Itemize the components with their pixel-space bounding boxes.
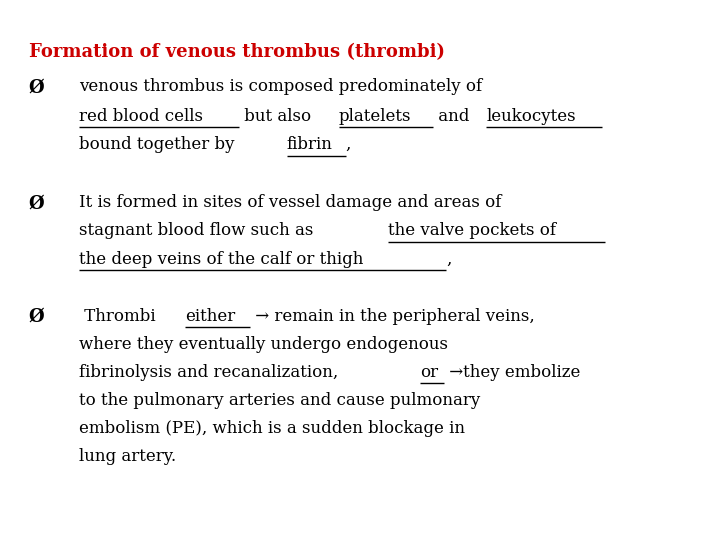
Text: but also: but also — [239, 108, 317, 125]
Text: embolism (PE), which is a sudden blockage in: embolism (PE), which is a sudden blockag… — [79, 420, 465, 437]
Text: the deep veins of the calf or thigh: the deep veins of the calf or thigh — [79, 251, 364, 267]
Text: Ø: Ø — [29, 78, 45, 96]
Text: It is formed in sites of vessel damage and areas of: It is formed in sites of vessel damage a… — [79, 194, 502, 211]
Text: either: either — [185, 308, 235, 325]
Text: ,: , — [446, 251, 451, 267]
Text: Ø: Ø — [29, 308, 45, 326]
Text: stagnant blood flow such as: stagnant blood flow such as — [79, 222, 319, 239]
Text: Formation of venous thrombus (thrombi): Formation of venous thrombus (thrombi) — [29, 43, 445, 61]
Text: and: and — [433, 108, 474, 125]
Text: lung artery.: lung artery. — [79, 448, 176, 465]
Text: or: or — [420, 364, 438, 381]
Text: Ø: Ø — [29, 194, 45, 212]
Text: ,: , — [346, 136, 351, 153]
Text: red blood cells: red blood cells — [79, 108, 203, 125]
Text: → remain in the peripheral veins,: → remain in the peripheral veins, — [250, 308, 534, 325]
Text: the valve pockets of: the valve pockets of — [388, 222, 557, 239]
Text: fibrinolysis and recanalization,: fibrinolysis and recanalization, — [79, 364, 343, 381]
Text: platelets: platelets — [339, 108, 412, 125]
Text: bound together by: bound together by — [79, 136, 240, 153]
Text: fibrin: fibrin — [287, 136, 333, 153]
Text: Thrombi: Thrombi — [79, 308, 161, 325]
Text: leukocytes: leukocytes — [486, 108, 576, 125]
Text: venous thrombus is composed predominately of: venous thrombus is composed predominatel… — [79, 78, 482, 95]
Text: to the pulmonary arteries and cause pulmonary: to the pulmonary arteries and cause pulm… — [79, 392, 480, 409]
Text: →they embolize: →they embolize — [444, 364, 580, 381]
Text: where they eventually undergo endogenous: where they eventually undergo endogenous — [79, 336, 448, 353]
